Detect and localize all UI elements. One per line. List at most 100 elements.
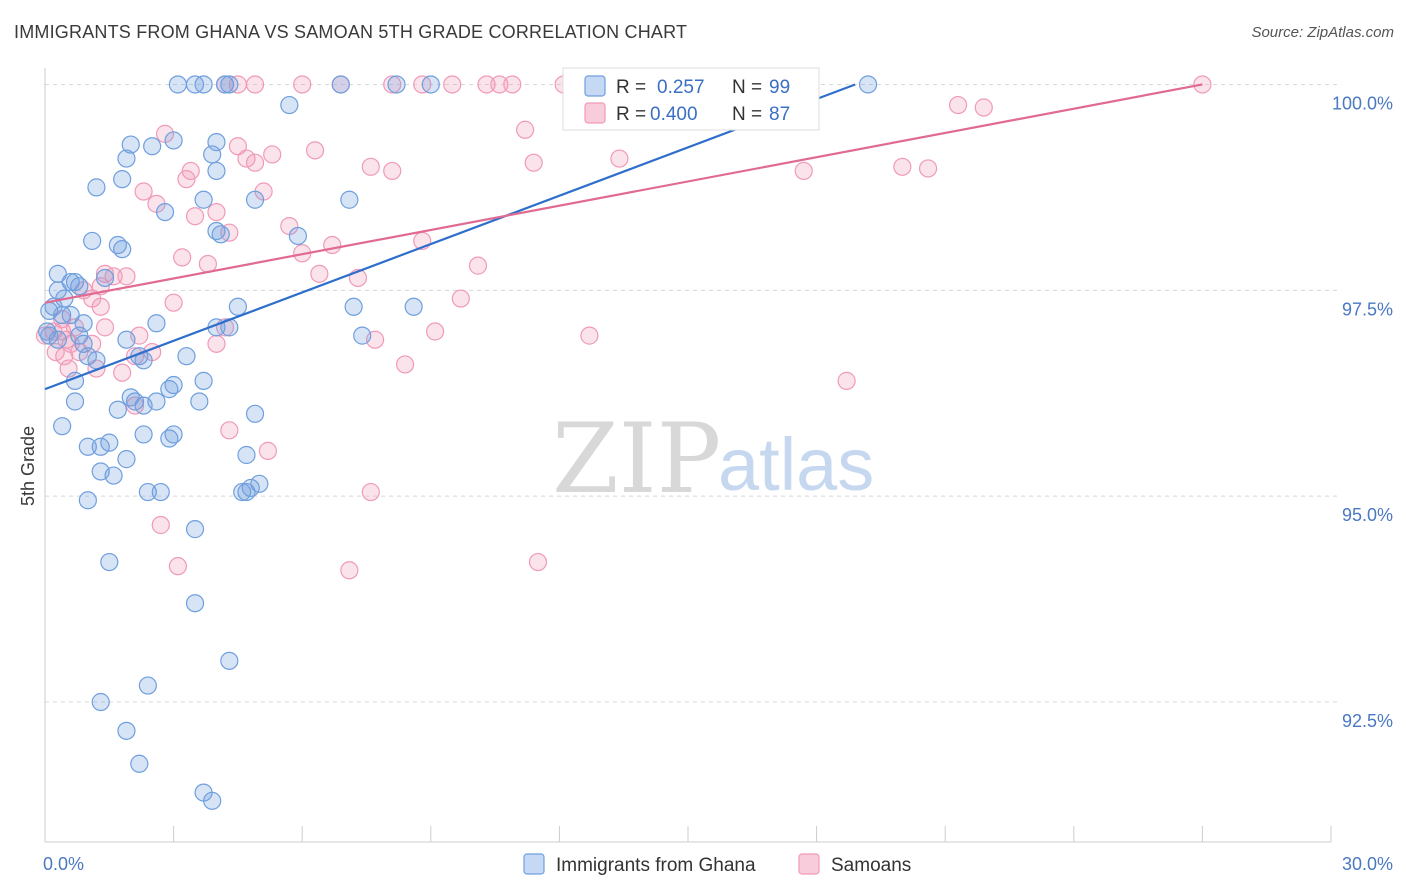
ghana-point — [143, 137, 162, 156]
samoan-point — [468, 256, 488, 275]
samoan-point — [293, 75, 312, 94]
ghana-point — [91, 437, 110, 456]
samoan-point — [794, 161, 813, 181]
samoan-point — [207, 202, 226, 222]
ghana-point — [164, 131, 183, 150]
ghana-point — [190, 392, 209, 411]
ghana-point — [215, 75, 235, 94]
ghana-point — [331, 75, 350, 94]
ghana-point — [100, 552, 119, 572]
samoan-point — [395, 355, 415, 374]
watermark-atlas: atlas — [718, 423, 874, 506]
samoan-point — [245, 153, 265, 172]
samoan-point — [151, 515, 170, 535]
samoan-point — [383, 161, 402, 181]
x-tick-label-max: 30.0% — [1342, 854, 1393, 874]
ghana-point — [245, 190, 265, 209]
ghana-point — [134, 396, 153, 415]
samoan-point — [443, 75, 462, 94]
ghana-point — [177, 347, 196, 366]
legend-ghana-r: 0.257 — [657, 77, 705, 98]
ghana-point — [211, 225, 230, 244]
ghana-point — [288, 226, 308, 246]
samoan-point — [168, 557, 187, 576]
legend-ghana-n: 99 — [769, 77, 790, 98]
grid-lines: 92.5% 95.0% 97.5% 100.0% — [45, 83, 1393, 731]
samoan-point — [383, 75, 402, 94]
samoan-point — [258, 441, 278, 460]
ghana-point — [155, 202, 175, 222]
y-axis-label: 5th Grade — [18, 426, 38, 506]
ghana-point — [113, 170, 132, 189]
legend-samoan-n: 87 — [769, 104, 790, 125]
samoan-point — [503, 75, 522, 94]
samoan-point — [117, 267, 136, 286]
ghana-point — [228, 297, 247, 316]
ghana-point — [138, 482, 157, 502]
ghana-point — [353, 326, 372, 345]
ghana-point — [83, 231, 102, 251]
samoan-point — [948, 95, 968, 115]
ghana-point — [250, 474, 269, 493]
samoan-point — [837, 371, 856, 390]
samoan-point — [207, 334, 226, 353]
watermark-zip: ZIP — [552, 403, 721, 515]
ghana-point — [53, 417, 72, 436]
ghana-point — [121, 135, 140, 154]
samoan-point — [974, 98, 993, 117]
ghana-point — [858, 75, 878, 94]
ghana-point — [237, 445, 256, 465]
samoan-point — [610, 149, 629, 168]
ghana-point — [100, 433, 119, 452]
ghana-point — [185, 75, 205, 94]
ghana-point — [117, 450, 136, 469]
ghana-point — [203, 145, 222, 164]
ghana-point — [387, 75, 406, 94]
ghana-point — [40, 301, 59, 321]
samoan-point — [305, 141, 325, 160]
samoan-point — [528, 552, 548, 572]
ghana-point — [164, 375, 183, 395]
ghana-point — [168, 75, 187, 94]
legend-swatch-samoan — [584, 102, 606, 124]
bottom-swatch-samoan — [798, 853, 820, 875]
samoan-point — [245, 75, 265, 94]
ghana-point — [95, 268, 115, 288]
ghana-point — [220, 651, 239, 670]
samoan-point — [490, 75, 509, 94]
ghana-point — [78, 347, 97, 366]
ghana-point — [237, 482, 256, 502]
samoan-point — [237, 149, 256, 168]
bottom-legend-samoan: Samoans — [831, 855, 911, 876]
samoan-point — [177, 170, 196, 189]
samoan-point — [164, 293, 183, 312]
ghana-point — [117, 149, 136, 168]
source-note: Source: ZipAtlas.com — [1251, 24, 1394, 41]
ghana-point — [207, 161, 226, 181]
samoan-point — [134, 182, 153, 201]
ghana-point — [220, 75, 239, 94]
legend-r-label-2: R = — [616, 104, 646, 125]
samoan-point — [323, 235, 342, 255]
legend-swatch-ghana — [584, 75, 606, 97]
samoan-point — [361, 157, 380, 176]
ghana-point — [117, 330, 136, 349]
samoan-point — [893, 157, 912, 176]
ghana-point — [70, 277, 89, 296]
ghana-point — [125, 392, 145, 411]
x-tick-label-min: 0.0% — [43, 854, 84, 874]
ghana-point — [78, 491, 97, 510]
axes: 0.0% 30.0% — [43, 68, 1393, 874]
legend-n-label: N = — [732, 77, 762, 98]
ghana-point — [40, 326, 59, 345]
ghana-point — [203, 791, 222, 810]
ghana-point — [344, 297, 363, 316]
y-tick-label: 100.0% — [1332, 93, 1393, 113]
series-legend: Immigrants from Ghana Samoans — [523, 853, 911, 876]
ghana-point — [164, 425, 183, 444]
samoan-point — [220, 421, 239, 440]
ghana-point — [138, 676, 157, 695]
samoan-point — [53, 310, 72, 329]
ghana-point — [421, 75, 440, 94]
